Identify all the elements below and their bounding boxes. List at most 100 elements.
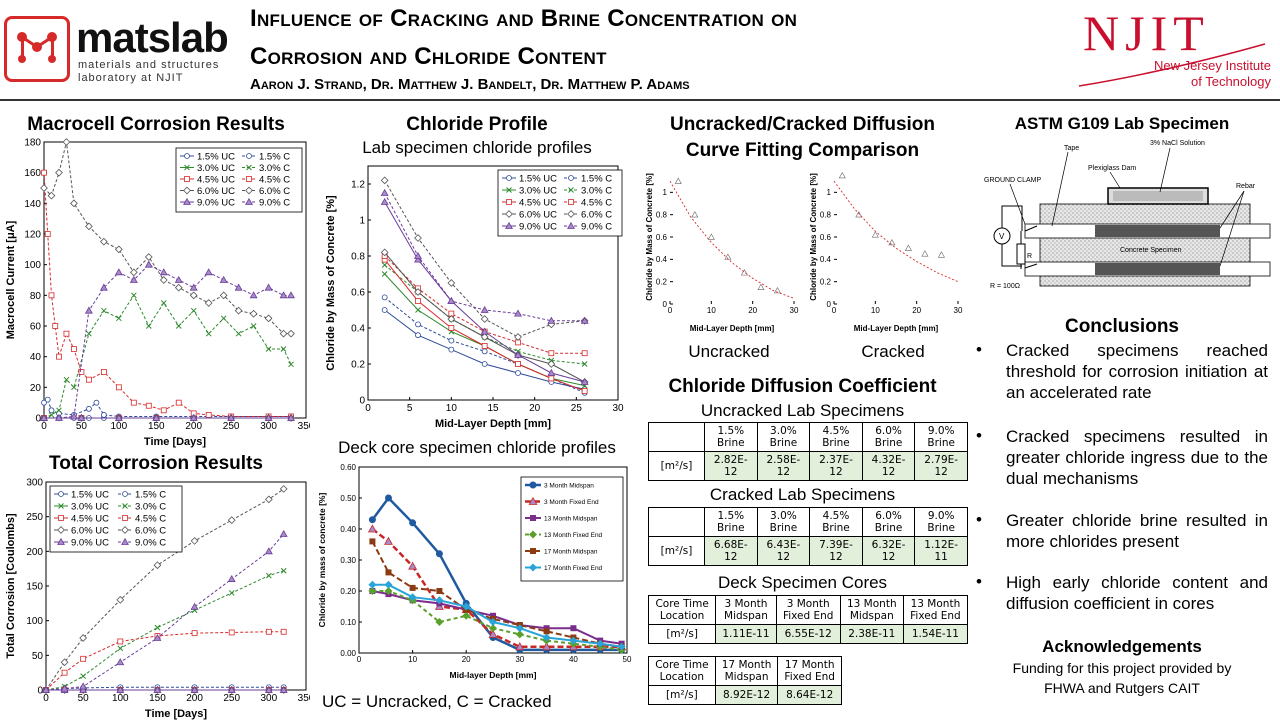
x-axis-label: Mid-layer Depth [mm]	[450, 670, 537, 680]
data-point	[436, 588, 443, 594]
y-tick-label: 140	[24, 199, 41, 210]
data-point	[80, 655, 87, 662]
data-point	[368, 580, 377, 589]
x-tick-label: 20	[912, 306, 921, 315]
data-point	[56, 353, 62, 360]
diffusion-value-cell: 2.58E-12	[756, 451, 811, 481]
label-concrete: Concrete Specimen	[1120, 247, 1182, 254]
legend-label: 9.0% C	[135, 537, 166, 548]
x-tick-label: 20	[462, 655, 471, 664]
data-point	[100, 237, 108, 246]
data-point	[570, 625, 577, 632]
bottom-rebar	[1095, 263, 1220, 275]
data-point	[448, 346, 455, 353]
uncracked-diffusion-table: 1.5% Brine 3.0% Brine 4.5% Brine 6.0% Brine 9.0%…	[648, 422, 968, 481]
data-point	[514, 309, 522, 317]
label-rebar: Rebar	[1236, 183, 1256, 190]
data-point	[489, 618, 497, 626]
x-tick-label: 100	[112, 693, 129, 704]
diffusion-value-cell: 6.32E-12	[861, 536, 916, 566]
data-point	[724, 253, 732, 260]
y-axis-label: Total Corrosion [Coulombs]	[5, 513, 17, 659]
legend-box	[49, 485, 183, 553]
data-point	[368, 516, 376, 524]
data-point	[116, 658, 125, 666]
data-point	[514, 333, 522, 341]
data-point	[175, 323, 182, 329]
data-point	[543, 628, 550, 635]
data-point	[381, 294, 388, 301]
x-tick-label: 50	[623, 655, 632, 664]
legend-label: 4.5% C	[581, 197, 612, 208]
x-tick-label: 150	[148, 421, 165, 432]
data-point	[691, 211, 699, 218]
logo-subtitle-2: laboratory at NJIT	[78, 72, 184, 84]
header-divider	[0, 99, 1280, 101]
legend-box	[520, 476, 624, 582]
data-point	[114, 268, 123, 276]
x-tick-label: 200	[185, 421, 202, 432]
data-point	[44, 396, 51, 403]
data-point	[234, 306, 243, 315]
data-point	[530, 515, 536, 521]
y-tick-label: 200	[26, 547, 43, 558]
data-point	[78, 369, 85, 375]
acknowledgements-title: Acknowledgements	[1042, 637, 1202, 656]
x-tick-label: 0	[357, 655, 362, 664]
legend: 1.5% UC 1.5% C3.0% UC 3.0% C4.5% UC 4.5% C6…	[497, 169, 623, 237]
data-point	[380, 197, 389, 205]
poster-title-line1: Influence of Cracking and Brine Concentr…	[250, 5, 798, 32]
njit-logo: NJIT New Jersey Institute of Technology	[1075, 2, 1275, 96]
data-point	[249, 291, 258, 299]
data-point	[264, 413, 273, 421]
data-point	[42, 685, 50, 693]
data-point	[543, 625, 550, 632]
bullet-icon: •	[976, 340, 982, 359]
diffusion-value-cell: 6.55E-12	[775, 624, 841, 644]
series-17-month-fixed-end	[368, 580, 626, 651]
conclusion-item: • Greater chloride brine resulted in mor…	[976, 510, 1268, 552]
data-point	[84, 306, 93, 314]
data-point	[515, 361, 521, 367]
data-point	[99, 283, 108, 291]
data-point	[117, 638, 124, 645]
data-point	[435, 596, 444, 605]
x-tick-label: 50	[76, 421, 88, 432]
data-point	[130, 292, 137, 299]
data-point	[57, 526, 65, 534]
legend-label: 9.0% UC	[519, 221, 557, 232]
data-point	[159, 276, 168, 284]
data-point	[48, 407, 55, 414]
data-point	[160, 407, 167, 414]
data-point	[515, 642, 525, 651]
label-tape: Tape	[1064, 145, 1079, 152]
x-tick-label: 10	[408, 655, 417, 664]
data-point	[184, 176, 190, 182]
data-point	[121, 537, 129, 545]
data-point	[381, 307, 388, 313]
series-3-0-c	[41, 292, 294, 421]
data-point	[568, 175, 574, 181]
x-axis-label: Time [Days]	[145, 708, 207, 720]
data-point	[79, 682, 88, 690]
y-tick-label: 0.10	[340, 618, 356, 627]
y-tick-label: 160	[24, 168, 41, 179]
data-point	[617, 642, 626, 651]
data-point	[674, 177, 682, 184]
legend: 1.5% UC 1.5% C3.0% UC 3.0% C4.5% UC 4.5% C6…	[175, 147, 303, 213]
data-point	[515, 630, 524, 639]
data-point	[174, 283, 183, 292]
diffusion-value-cell: 7.39E-12	[809, 536, 863, 566]
unit-cell: [m²/s]	[647, 624, 717, 644]
data-point	[279, 685, 288, 693]
y-tick-label: 1	[359, 216, 365, 227]
data-point	[505, 221, 513, 229]
legend-label: 1.5% C	[259, 151, 290, 162]
total-corrosion-chart: 0 50 100 150 200 250 300 350 0 50 100 150 200 250 300 T…	[5, 478, 310, 720]
data-point	[409, 584, 416, 591]
y-tick-label: 150	[26, 582, 43, 593]
data-point	[189, 283, 198, 291]
data-point	[245, 186, 253, 195]
njit-subtitle-2: of Technology	[1191, 74, 1271, 89]
bullet-icon: •	[976, 572, 982, 591]
